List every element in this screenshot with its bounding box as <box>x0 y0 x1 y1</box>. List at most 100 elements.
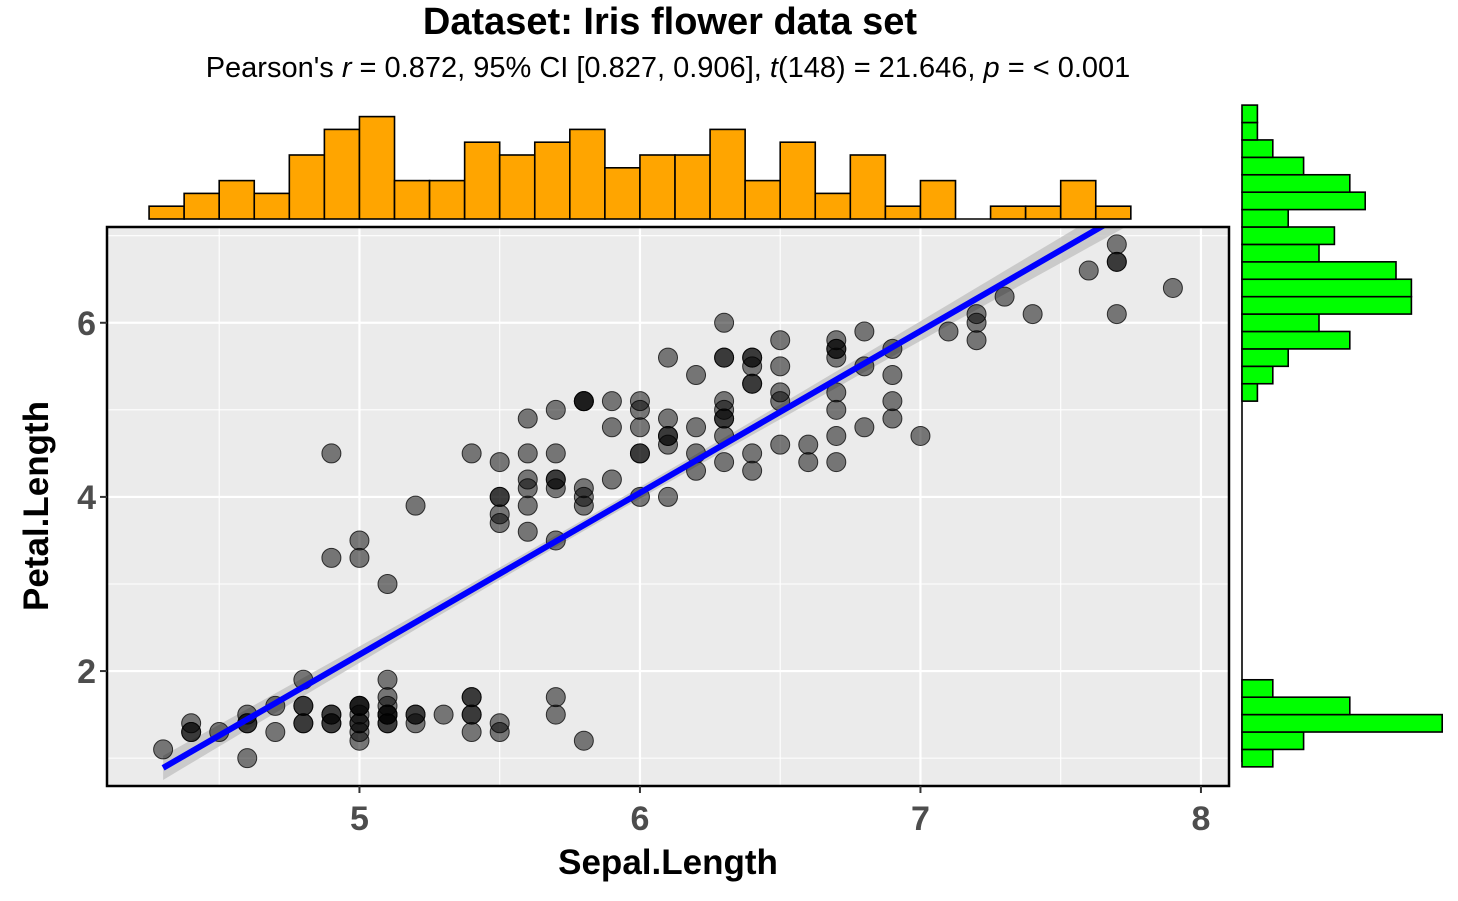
x-histogram-bar <box>814 192 852 220</box>
data-point <box>1162 277 1183 298</box>
y-histogram-bar <box>1241 696 1351 716</box>
x-histogram-bar <box>253 192 291 220</box>
y-histogram-bar <box>1241 261 1397 281</box>
y-axis-title: Petal.Length <box>17 401 56 611</box>
data-point <box>1078 260 1099 281</box>
y-histogram-bar <box>1241 173 1351 193</box>
data-point <box>826 425 847 446</box>
y-histogram-bar <box>1241 748 1274 768</box>
data-point <box>658 486 678 507</box>
chart-title: Dataset: Iris flower data set <box>423 1 918 43</box>
data-point <box>461 687 482 708</box>
x-histogram-bar <box>393 179 431 220</box>
data-point <box>321 443 342 464</box>
y-histogram-bar <box>1241 191 1366 211</box>
data-point <box>545 443 566 464</box>
y-histogram-bar <box>1241 295 1413 315</box>
data-point <box>461 443 482 464</box>
y-histogram-bar <box>1241 156 1305 176</box>
data-point <box>545 399 566 420</box>
data-point <box>686 365 707 386</box>
data-point <box>629 443 650 464</box>
regression-line-group <box>161 227 1107 771</box>
data-point <box>658 347 678 368</box>
data-point <box>573 486 594 507</box>
data-point <box>882 408 903 429</box>
data-point <box>714 347 735 368</box>
x-axis-title: Sepal.Length <box>558 843 778 882</box>
y-tick-label: 2 <box>77 653 96 691</box>
data-point <box>517 408 538 429</box>
data-point <box>601 391 622 412</box>
y-marginal-histogram <box>1241 104 1443 768</box>
y-histogram-bar <box>1241 365 1274 385</box>
data-point <box>573 730 594 751</box>
x-histogram-bar <box>919 179 957 220</box>
x-histogram-bar <box>498 154 536 220</box>
data-point <box>489 452 510 473</box>
data-point <box>601 469 622 490</box>
x-histogram-bar <box>849 154 887 220</box>
subtitle-part-1: r <box>342 52 353 84</box>
y-histogram-bar <box>1241 313 1320 333</box>
data-point <box>181 722 202 743</box>
data-point <box>237 748 258 769</box>
data-point <box>461 704 482 725</box>
data-point <box>265 722 286 743</box>
data-point <box>798 434 819 455</box>
y-histogram-bar <box>1241 731 1305 751</box>
subtitle-part-6: = < 0.001 <box>1000 52 1131 84</box>
data-point <box>1106 304 1127 325</box>
subtitle-part-0: Pearson's <box>206 52 342 84</box>
y-histogram-bar <box>1241 208 1290 228</box>
data-point <box>882 365 903 386</box>
y-axis-ticks: 2 4 6 <box>77 305 107 691</box>
x-histogram-bar <box>358 115 396 220</box>
data-point <box>994 286 1015 307</box>
y-histogram-bar <box>1241 104 1259 124</box>
data-point <box>545 478 566 499</box>
data-point <box>742 443 763 464</box>
data-point <box>770 434 791 455</box>
data-point <box>770 356 791 377</box>
data-point <box>293 713 314 734</box>
y-histogram-bar <box>1241 678 1274 698</box>
data-point <box>489 486 510 507</box>
subtitle-part-2: = 0.872, 95% CI [0.827, 0.906], <box>351 52 769 84</box>
data-point <box>798 452 819 473</box>
data-point <box>517 495 538 516</box>
x-tick-label: 6 <box>630 800 649 838</box>
data-point <box>686 417 707 438</box>
y-histogram-bar <box>1241 348 1290 368</box>
y-histogram-bar <box>1241 243 1320 263</box>
x-tick-label: 8 <box>1191 800 1210 838</box>
data-point <box>854 321 875 342</box>
data-point <box>714 312 735 333</box>
data-point <box>489 722 510 743</box>
x-histogram-bar <box>639 154 676 220</box>
x-histogram-bar <box>1024 205 1062 220</box>
x-histogram-bar <box>218 179 256 220</box>
x-axis-ticks: 5 6 7 8 <box>350 786 1210 838</box>
y-tick-label: 4 <box>77 479 96 517</box>
data-point <box>658 434 678 455</box>
y-histogram-bar <box>1241 330 1351 350</box>
data-point <box>826 399 847 420</box>
x-histogram-bar <box>183 192 220 220</box>
x-histogram-bar <box>989 205 1027 220</box>
data-point <box>966 330 987 351</box>
data-point <box>293 695 314 716</box>
data-point <box>321 547 342 568</box>
data-point <box>714 452 735 473</box>
y-tick-label: 6 <box>77 305 96 343</box>
data-point <box>489 513 510 534</box>
x-histogram-bar <box>709 128 746 220</box>
data-point <box>153 739 174 760</box>
x-histogram-bar <box>674 154 711 220</box>
data-point <box>377 573 398 594</box>
x-histogram-bar <box>533 141 571 220</box>
plot-border <box>105 225 1231 788</box>
data-point <box>545 704 566 725</box>
x-tick-label: 5 <box>350 800 369 838</box>
